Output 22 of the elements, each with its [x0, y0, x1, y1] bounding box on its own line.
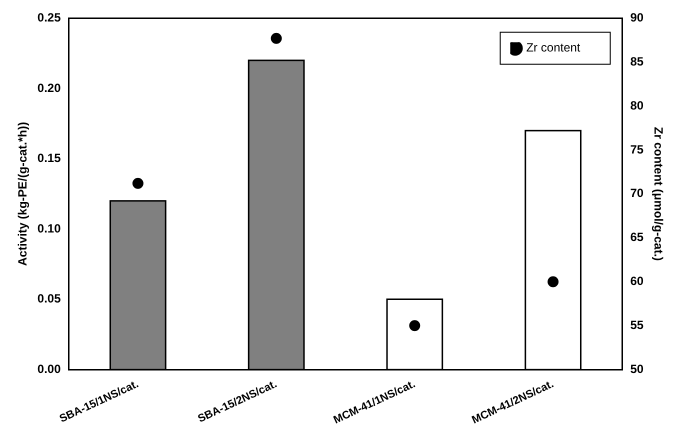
y2-tick-label: 80: [630, 98, 644, 112]
y2-tick-label: 65: [630, 230, 644, 244]
y2-tick-label: 85: [630, 54, 644, 68]
y-tick-label: 0.10: [37, 221, 62, 236]
y2-tick-label: 75: [630, 142, 644, 156]
y2-axis-title: Zr content (μmol/g-cat.): [651, 126, 666, 261]
y-tick-label: 0.15: [37, 151, 62, 166]
y2-tick-label: 55: [630, 318, 644, 332]
point: [409, 320, 420, 332]
y2-tick-label: 90: [630, 10, 644, 25]
y-axis-title: Activity (kg-PE/(g-cat.*h)): [16, 122, 30, 266]
y-tick-label: 0.25: [37, 10, 62, 25]
y-tick-label: 0.20: [37, 80, 62, 95]
y2-tick-label: 70: [630, 186, 644, 200]
point: [132, 178, 144, 189]
y2-tick-label: 60: [630, 274, 644, 288]
point: [548, 276, 559, 288]
legend-label: Zr content: [526, 40, 581, 55]
point: [270, 32, 282, 44]
y-tick-label: 0.05: [37, 292, 62, 306]
y-tick-label: 0.00: [37, 362, 62, 376]
y2-tick-label: 50: [630, 362, 644, 376]
